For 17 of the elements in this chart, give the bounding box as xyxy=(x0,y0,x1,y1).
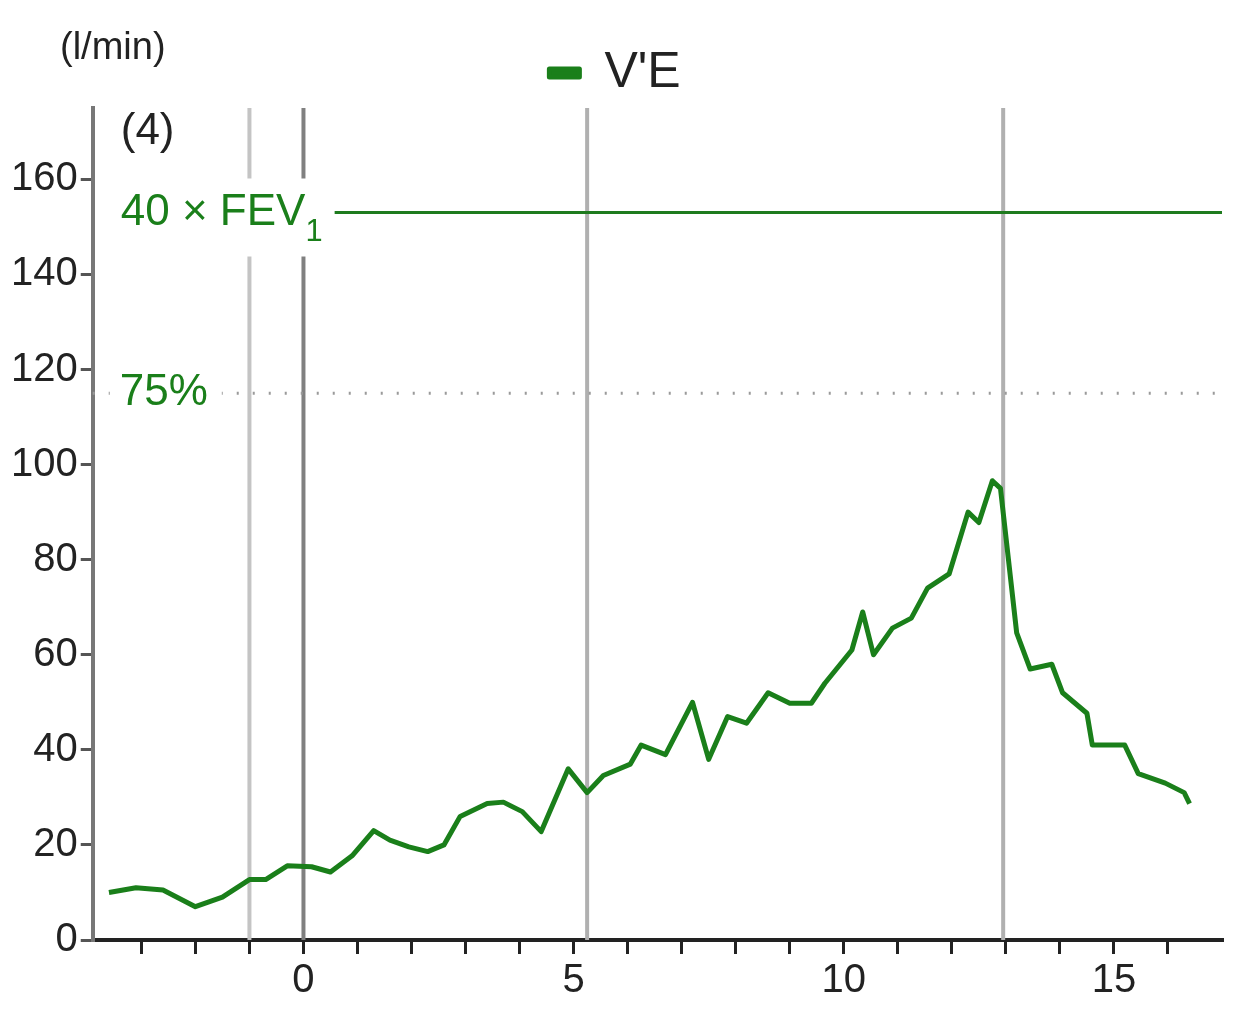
y-tick-label: 160 xyxy=(10,154,78,199)
y-tick-label: 0 xyxy=(55,915,78,960)
y-tick-label: 140 xyxy=(10,249,78,294)
annotation: (4) xyxy=(120,104,175,154)
y-tick-label: 40 xyxy=(33,724,78,769)
y-tick-label: 100 xyxy=(10,439,78,484)
annotation: 75% xyxy=(119,365,208,415)
y-axis-title: (l/min) xyxy=(60,25,166,68)
x-tick-label: 10 xyxy=(821,956,867,1001)
x-tick-label: 5 xyxy=(562,956,585,1001)
y-tick-label: 20 xyxy=(33,819,78,864)
y-tick-label: 120 xyxy=(10,344,78,389)
y-tick-label: 60 xyxy=(33,629,78,674)
legend-label: V'E xyxy=(604,41,681,98)
x-tick-label: 15 xyxy=(1091,956,1137,1001)
x-tick-label: 0 xyxy=(292,956,315,1001)
y-tick-label: 80 xyxy=(33,534,78,579)
